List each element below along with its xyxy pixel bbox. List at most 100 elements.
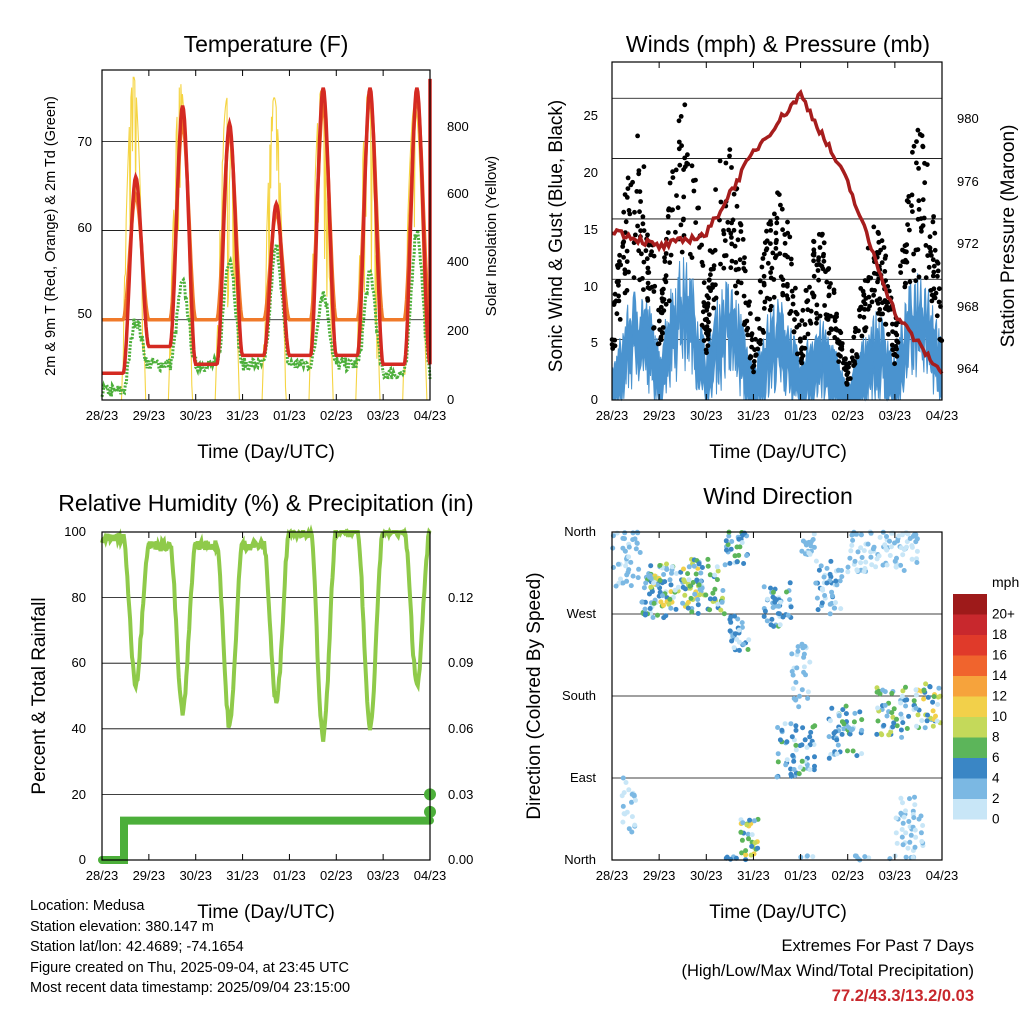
direction-point xyxy=(685,571,691,577)
direction-point xyxy=(894,723,900,729)
direction-point xyxy=(796,771,802,777)
colorbar-swatch xyxy=(953,676,987,697)
gust-point xyxy=(911,251,916,257)
direction-point xyxy=(610,545,616,551)
extremes-title: Extremes For Past 7 Days xyxy=(781,937,974,955)
direction-point xyxy=(746,637,752,643)
direction-point xyxy=(728,546,734,552)
direction-point xyxy=(797,693,802,699)
dir-ytick: South xyxy=(562,688,596,703)
temp-2m-line xyxy=(102,78,432,375)
gust-point xyxy=(645,265,651,271)
direction-point xyxy=(674,571,679,576)
direction-point xyxy=(628,583,634,589)
direction-point xyxy=(875,705,881,711)
direction-point xyxy=(735,616,741,622)
direction-point xyxy=(732,631,738,637)
direction-point xyxy=(776,603,782,609)
direction-point xyxy=(622,536,627,542)
direction-point xyxy=(649,576,655,582)
direction-point xyxy=(828,752,834,757)
direction-point xyxy=(727,628,733,634)
direction-point xyxy=(863,559,869,565)
direction-point xyxy=(626,787,632,793)
gust-point xyxy=(710,282,715,287)
direction-point xyxy=(913,705,919,711)
gust-point xyxy=(768,228,774,233)
gust-point xyxy=(669,207,674,213)
direction-point xyxy=(728,856,733,862)
direction-point xyxy=(843,711,849,717)
gust-point xyxy=(824,316,829,321)
direction-point xyxy=(722,562,728,568)
direction-point xyxy=(712,572,718,578)
gust-point xyxy=(902,259,908,265)
gust-point xyxy=(915,127,921,133)
direction-point xyxy=(693,571,699,577)
gust-point xyxy=(819,232,825,238)
rh-ytick: 80 xyxy=(72,590,86,605)
gust-point xyxy=(640,276,645,281)
gust-point xyxy=(713,295,719,301)
direction-point xyxy=(813,558,819,564)
gust-point xyxy=(880,300,885,306)
x-tick-label: 29/23 xyxy=(133,408,166,423)
gust-point xyxy=(785,296,791,302)
direction-point xyxy=(687,583,693,589)
direction-point xyxy=(877,534,883,540)
gust-point xyxy=(772,211,777,217)
gust-point xyxy=(614,311,620,317)
gust-point xyxy=(721,265,727,271)
winds-marks xyxy=(609,88,945,402)
direction-point xyxy=(907,796,912,802)
direction-point xyxy=(903,684,908,690)
gust-point xyxy=(787,311,793,316)
gust-point xyxy=(641,164,647,170)
gust-point xyxy=(913,247,919,253)
colorbar-label: 8 xyxy=(992,729,1000,744)
direction-point xyxy=(804,745,810,750)
direction-point xyxy=(791,758,797,764)
humidity-y-ticks-right: 0.00 0.03 0.06 0.09 0.12 xyxy=(448,590,473,867)
gust-point xyxy=(916,198,922,204)
direction-point xyxy=(686,564,692,570)
gust-point xyxy=(612,337,618,343)
precip-ytick: 0.09 xyxy=(448,655,473,670)
wind-ytick: 0 xyxy=(591,392,598,407)
direction-point xyxy=(811,544,817,550)
gust-point xyxy=(758,289,763,295)
gust-point xyxy=(802,335,808,340)
x-tick-label: 29/23 xyxy=(133,868,166,883)
gust-point xyxy=(823,312,829,318)
gust-point xyxy=(611,302,617,307)
colorbar-swatch xyxy=(953,594,987,615)
precip-ytick: 0.03 xyxy=(448,787,473,802)
direction-point xyxy=(673,606,679,612)
direction-point xyxy=(845,748,850,754)
winds-plot-frame xyxy=(611,61,943,401)
gust-point xyxy=(769,265,775,271)
direction-point xyxy=(882,542,888,548)
gust-point xyxy=(665,214,671,219)
direction-point xyxy=(836,713,842,719)
direction-point xyxy=(793,742,799,748)
gust-point xyxy=(894,346,899,352)
direction-point xyxy=(705,556,711,562)
direction-point xyxy=(783,762,789,768)
gust-point xyxy=(808,320,814,326)
direction-point xyxy=(787,597,793,603)
direction-point xyxy=(912,802,918,808)
direction-point xyxy=(647,606,653,611)
gust-point xyxy=(662,255,667,260)
gust-point xyxy=(778,202,783,208)
gust-point xyxy=(622,267,628,273)
gust-point xyxy=(663,301,669,307)
x-tick-label: 31/23 xyxy=(226,408,259,423)
colorbar-swatch xyxy=(953,799,987,820)
gust-point xyxy=(678,114,684,119)
gust-point xyxy=(851,334,857,340)
gust-point xyxy=(781,283,786,288)
colorbar-label: 10 xyxy=(992,709,1007,724)
direction-point xyxy=(668,582,674,588)
gust-point xyxy=(732,243,738,249)
